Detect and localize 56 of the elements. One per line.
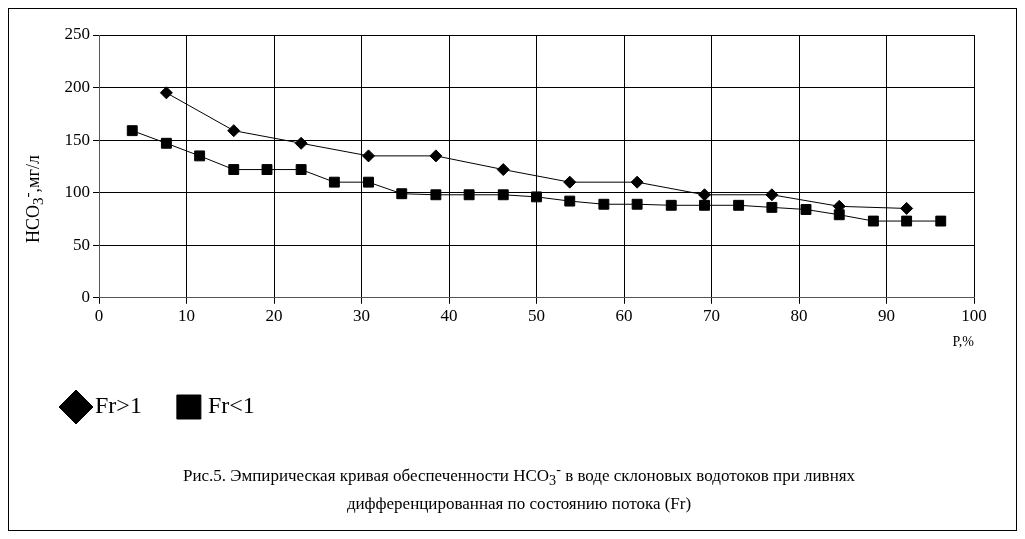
point: [900, 201, 914, 215]
point: [598, 198, 610, 210]
x-tick-label: 10: [178, 306, 195, 326]
point: [733, 199, 745, 211]
point: [363, 176, 374, 188]
y-tick-label: 0: [81, 287, 90, 307]
y-tick-label: 50: [73, 234, 90, 254]
point: [563, 175, 577, 189]
x-tick-label: 90: [878, 306, 895, 326]
x-tick-label: 50: [528, 306, 545, 326]
point: [328, 176, 340, 188]
point: [295, 164, 307, 175]
y-tick-label: 200: [64, 77, 90, 97]
point: [496, 163, 510, 177]
point: [800, 204, 812, 215]
point: [630, 175, 644, 189]
y-tick-label: 150: [64, 129, 90, 149]
point: [867, 215, 879, 227]
point: [294, 136, 308, 150]
y-tick-label: 250: [64, 24, 90, 44]
x-tick-label: 60: [615, 306, 633, 326]
legend-label: Fr<1: [207, 392, 255, 419]
point: [228, 164, 240, 175]
point: [396, 188, 408, 200]
legend-label: Fr>1: [95, 392, 142, 419]
point: [194, 150, 206, 162]
point: [935, 215, 947, 227]
point: [463, 189, 475, 201]
x-tick-label: 30: [353, 306, 370, 326]
point: [765, 188, 779, 202]
point: [227, 124, 241, 138]
point: [766, 201, 778, 213]
point: [665, 199, 677, 211]
x-tick-label: 40: [440, 306, 458, 326]
point: [698, 188, 711, 202]
text: Рис.5. Эмпирическая кривая обеспеченности HCO$_{3}$$^{-}$ в воде склоновых водотоков при ливнях дифференцированная по состоянию потока (Fr): [181, 460, 857, 516]
point: [901, 215, 913, 227]
point: [429, 149, 443, 163]
point: [631, 198, 643, 210]
point: [159, 86, 173, 100]
x-tick-label: 70: [703, 306, 720, 326]
point: [126, 125, 138, 137]
x-tick-label: 0: [94, 306, 104, 326]
x-tick-label: 100: [961, 306, 987, 326]
point: [564, 195, 576, 207]
point: [160, 137, 172, 149]
point: [430, 189, 442, 201]
y-tick-label: 100: [64, 182, 90, 202]
point: [497, 189, 509, 201]
point: [531, 191, 542, 203]
point: [362, 149, 375, 163]
point: [699, 199, 710, 211]
x-axis-title: P,%: [952, 334, 975, 350]
x-tick-label: 20: [265, 306, 283, 326]
x-tick-label: 80: [790, 306, 808, 326]
point: [261, 164, 273, 175]
